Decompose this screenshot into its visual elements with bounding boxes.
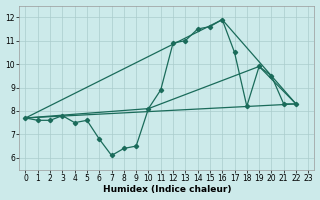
X-axis label: Humidex (Indice chaleur): Humidex (Indice chaleur) xyxy=(103,185,231,194)
